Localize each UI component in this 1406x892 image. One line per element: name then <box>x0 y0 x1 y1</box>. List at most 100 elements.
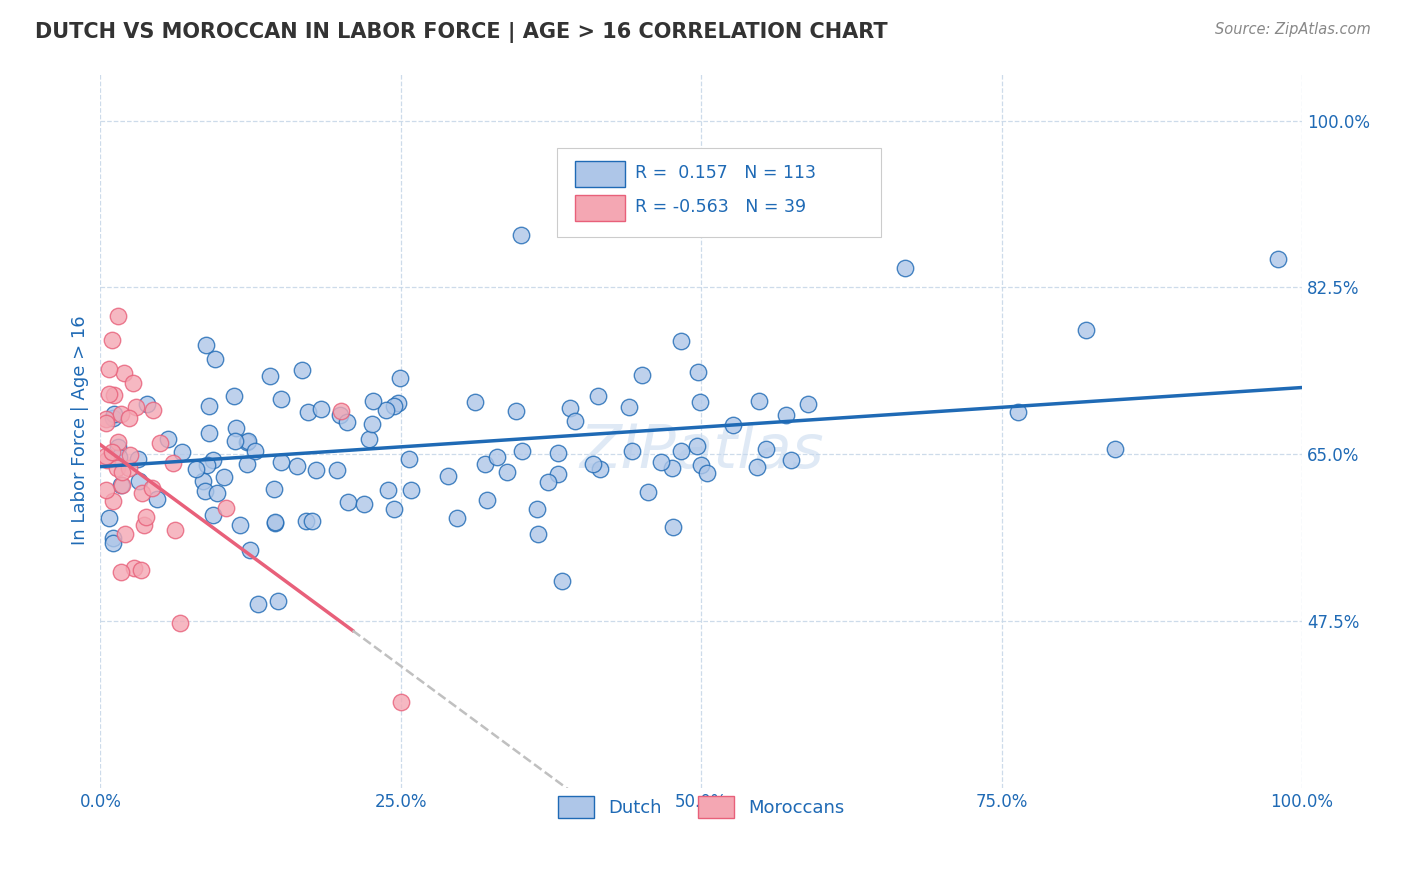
Point <box>382 399 405 413</box>
Point <box>156 432 179 446</box>
Point <box>136 397 159 411</box>
Point <box>485 450 508 464</box>
Point <box>236 434 259 448</box>
Point <box>224 434 246 449</box>
Point <box>388 371 411 385</box>
Point <box>215 500 238 515</box>
Point <box>359 432 381 446</box>
Point <box>162 456 184 470</box>
Point <box>291 362 314 376</box>
Point <box>564 414 586 428</box>
Point <box>264 516 287 531</box>
Point <box>110 565 132 579</box>
Point <box>551 574 574 588</box>
Point <box>464 395 486 409</box>
Point <box>105 460 128 475</box>
Point <box>236 457 259 471</box>
Point <box>191 474 214 488</box>
Point <box>505 404 527 418</box>
Point <box>661 460 683 475</box>
Point <box>263 482 285 496</box>
Point <box>229 517 252 532</box>
Point <box>582 457 605 471</box>
Point <box>547 467 569 481</box>
Text: R = -0.563   N = 39: R = -0.563 N = 39 <box>636 198 806 216</box>
Point <box>686 439 709 453</box>
Point <box>747 460 769 475</box>
Point <box>101 411 124 425</box>
Point <box>132 517 155 532</box>
Point <box>353 497 375 511</box>
Point <box>146 491 169 506</box>
Point <box>558 401 581 416</box>
Point <box>118 448 141 462</box>
Point <box>297 405 319 419</box>
Point <box>101 532 124 546</box>
Point <box>285 459 308 474</box>
Point <box>98 387 121 401</box>
Point <box>637 485 659 500</box>
Point <box>195 458 218 473</box>
Point <box>547 446 569 460</box>
Point <box>374 402 396 417</box>
Point <box>96 483 118 498</box>
Point <box>135 510 157 524</box>
Point <box>305 463 328 477</box>
Point <box>621 444 644 458</box>
Point <box>1267 252 1289 266</box>
Text: R =  0.157   N = 113: R = 0.157 N = 113 <box>636 164 815 182</box>
Point <box>186 462 208 476</box>
Point <box>399 483 422 497</box>
Point <box>267 594 290 608</box>
Point <box>101 445 124 459</box>
Point <box>165 523 187 537</box>
Point <box>377 483 399 497</box>
Point <box>107 440 129 454</box>
Point <box>103 407 125 421</box>
Point <box>270 455 292 469</box>
Point <box>247 597 270 611</box>
Point <box>107 450 129 465</box>
Point <box>263 516 285 530</box>
Point <box>631 368 654 382</box>
Point <box>436 469 458 483</box>
Point <box>360 417 382 431</box>
Point <box>201 508 224 523</box>
Point <box>111 465 134 479</box>
Point <box>780 453 803 467</box>
Point <box>201 453 224 467</box>
Point <box>329 404 352 418</box>
Point <box>474 457 496 471</box>
Point <box>238 543 260 558</box>
Point <box>204 352 226 367</box>
Point <box>650 455 672 469</box>
Point <box>669 444 692 458</box>
Point <box>389 695 412 709</box>
Point <box>510 444 533 458</box>
Point <box>118 411 141 425</box>
FancyBboxPatch shape <box>575 194 626 221</box>
Point <box>382 502 405 516</box>
Point <box>117 461 139 475</box>
Point <box>225 421 247 435</box>
Point <box>125 400 148 414</box>
Point <box>526 501 548 516</box>
Point <box>127 452 149 467</box>
Point <box>97 511 120 525</box>
Point <box>669 334 692 348</box>
Point <box>619 400 641 414</box>
Point <box>128 474 150 488</box>
Point <box>270 392 292 406</box>
Point <box>1007 405 1029 419</box>
Point <box>197 399 219 413</box>
Point <box>114 526 136 541</box>
Point <box>755 442 778 456</box>
Point <box>661 520 683 534</box>
Point <box>131 486 153 500</box>
Point <box>537 475 560 489</box>
Point <box>107 310 129 324</box>
Point <box>797 397 820 411</box>
Point <box>103 493 125 508</box>
Point <box>96 449 118 463</box>
Point <box>688 365 710 379</box>
